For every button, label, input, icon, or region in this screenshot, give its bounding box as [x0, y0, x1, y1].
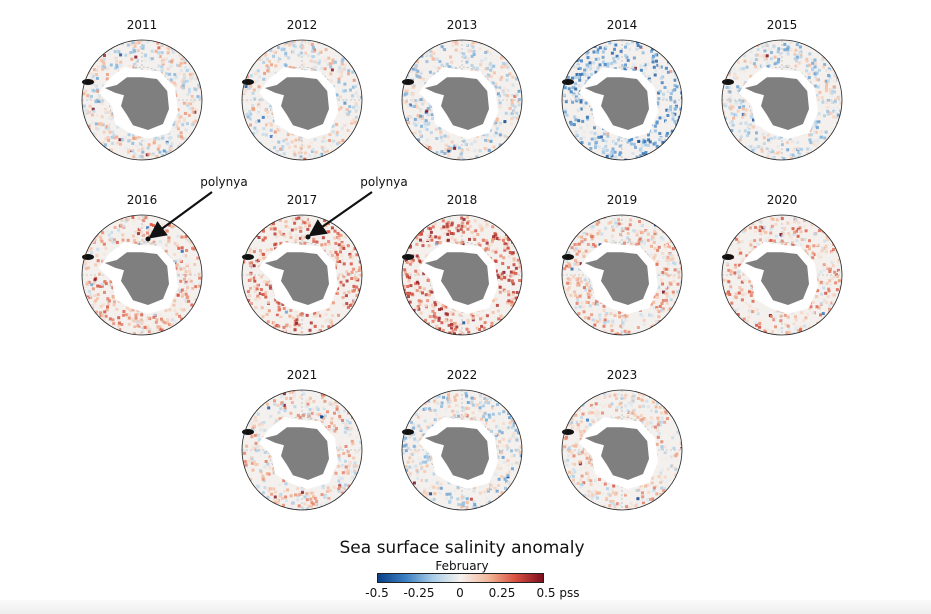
map-panel-2018	[401, 214, 523, 336]
map-panel-2017	[241, 214, 363, 336]
colorbar-subtitle: February	[435, 559, 489, 573]
year-label: 2018	[446, 193, 478, 207]
map-border	[81, 214, 203, 336]
year-label: 2017	[286, 193, 318, 207]
polynya-marker	[145, 236, 151, 242]
antarctica-landmass	[104, 77, 169, 130]
map-border	[561, 39, 683, 161]
colorbar-tick: 0.5 pss	[536, 586, 580, 600]
map-border	[241, 39, 363, 161]
colorbar-tick: -0.5	[365, 586, 389, 600]
map-panel-2016	[81, 214, 203, 336]
map-panel-2023	[561, 389, 683, 511]
map-panel-2014	[561, 39, 683, 161]
antarctica-landmass	[584, 427, 649, 480]
year-label: 2020	[766, 193, 798, 207]
map-panel-2021	[241, 389, 363, 511]
map-border	[561, 214, 683, 336]
map-border	[401, 389, 523, 511]
map-border	[401, 214, 523, 336]
polynya-marker	[305, 234, 311, 240]
map-border	[81, 39, 203, 161]
map-border	[721, 214, 843, 336]
year-label: 2023	[606, 368, 638, 382]
year-label: 2019	[606, 193, 638, 207]
map-panel-2020	[721, 214, 843, 336]
colorbar-tick: 0.25	[488, 586, 516, 600]
map-panel-2019	[561, 214, 683, 336]
antarctica-landmass	[424, 77, 489, 130]
antarctica-landmass	[584, 77, 649, 130]
polynya-label: polynya	[200, 175, 248, 189]
map-border	[401, 39, 523, 161]
map-border	[561, 389, 683, 511]
map-border	[721, 39, 843, 161]
antarctica-landmass	[744, 252, 809, 305]
year-label: 2013	[446, 18, 478, 32]
map-border	[241, 389, 363, 511]
antarctica-landmass	[264, 77, 329, 130]
colorbar	[377, 573, 544, 583]
antarctica-landmass	[424, 427, 489, 480]
colorbar-title: Sea surface salinity anomaly	[339, 538, 585, 558]
year-label: 2016	[126, 193, 158, 207]
antarctica-landmass	[584, 252, 649, 305]
year-label: 2011	[126, 18, 158, 32]
map-panel-2012	[241, 39, 363, 161]
colorbar-tick: -0.25	[403, 586, 435, 600]
map-panel-2015	[721, 39, 843, 161]
antarctica-landmass	[264, 252, 329, 305]
year-label: 2021	[286, 368, 318, 382]
year-label: 2014	[606, 18, 638, 32]
map-panel-2011	[81, 39, 203, 161]
footer-band	[0, 600, 931, 614]
antarctica-landmass	[264, 427, 329, 480]
antarctica-landmass	[744, 77, 809, 130]
year-label: 2012	[286, 18, 318, 32]
polynya-arrow	[148, 191, 213, 239]
year-label: 2015	[766, 18, 798, 32]
antarctica-landmass	[424, 252, 489, 305]
antarctica-landmass	[104, 252, 169, 305]
map-panel-2013	[401, 39, 523, 161]
year-label: 2022	[446, 368, 478, 382]
colorbar-tick: 0	[456, 586, 464, 600]
polynya-label: polynya	[360, 175, 408, 189]
map-border	[241, 214, 363, 336]
map-panel-2022	[401, 389, 523, 511]
polynya-arrow	[308, 191, 373, 237]
